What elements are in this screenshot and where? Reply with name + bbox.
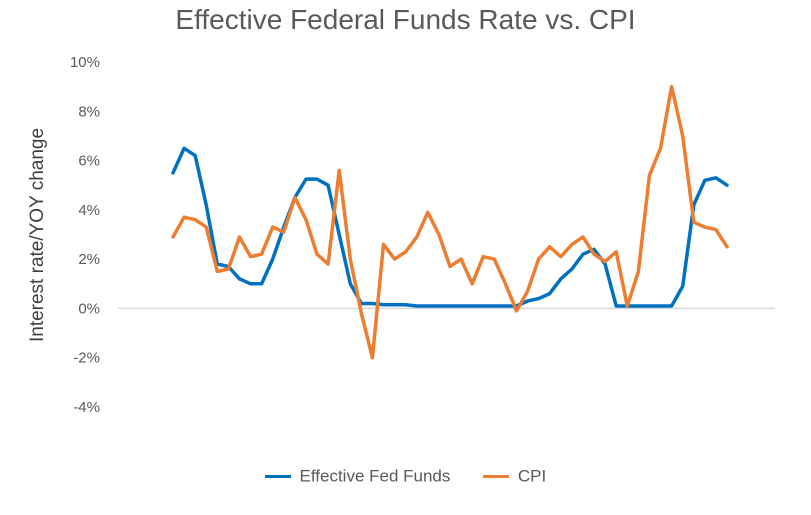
legend-label-cpi: CPI [517, 466, 547, 486]
chart-title: Effective Federal Funds Rate vs. CPI [175, 4, 636, 35]
legend-item-fed-funds: Effective Fed Funds [264, 466, 451, 487]
y-tick-label: 10% [70, 54, 100, 71]
series-line-cpi [171, 84, 729, 360]
series-line-fed-funds [171, 146, 729, 308]
y-axis-title: Interest rate/YOY change [27, 127, 48, 343]
legend-swatch-cpi [483, 475, 510, 479]
y-tick-label: 6% [78, 153, 100, 170]
legend: Effective Fed Funds CPI [0, 466, 811, 487]
legend-swatch-fed-funds [264, 475, 291, 479]
y-tick-label: -4% [73, 399, 100, 416]
legend-label-fed-funds: Effective Fed Funds [299, 466, 451, 486]
y-axis-ticks: -4% -2% 0% 2% 4% 6% 8% 10% [70, 54, 100, 416]
y-tick-label: 8% [78, 103, 100, 120]
y-tick-label: 0% [78, 300, 100, 317]
series-layer [171, 84, 729, 360]
y-tick-label: 4% [78, 202, 100, 219]
y-tick-label: -2% [73, 350, 100, 367]
y-tick-label: 2% [78, 251, 100, 268]
legend-item-cpi: CPI [483, 466, 546, 487]
